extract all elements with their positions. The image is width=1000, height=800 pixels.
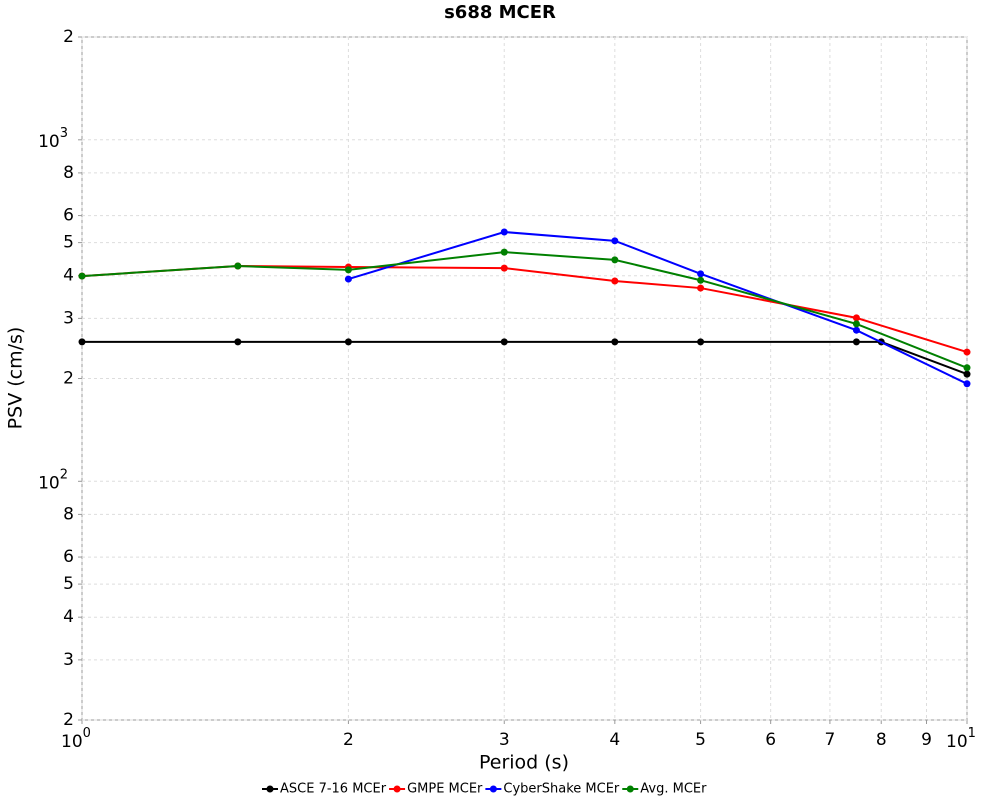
tick-label: 7 xyxy=(824,730,835,750)
data-point xyxy=(963,380,971,388)
legend-label: CyberShake MCEr xyxy=(503,782,620,797)
tick-label: 6 xyxy=(765,730,776,750)
data-point xyxy=(963,370,971,378)
tick-label: 101 xyxy=(946,726,976,753)
data-point xyxy=(344,338,352,346)
tick-label-base: 10 xyxy=(38,473,60,493)
legend-label: ASCE 7-16 MCEr xyxy=(280,782,387,797)
legend-swatch-dot xyxy=(626,785,634,793)
legend-swatch-dot xyxy=(489,785,497,793)
data-point xyxy=(611,277,619,285)
data-point xyxy=(234,262,242,270)
legend-swatch-dot xyxy=(266,785,274,793)
tick-label: 3 xyxy=(499,730,510,750)
tick-label-base: 6 xyxy=(63,206,74,226)
tick-label: 102 xyxy=(38,467,68,494)
tick-label: 4 xyxy=(63,607,74,627)
tick-label: 2 xyxy=(343,730,354,750)
chart-title: s688 MCER xyxy=(444,2,556,23)
x-axis-label: Period (s) xyxy=(479,752,569,774)
tick-label-exponent: 3 xyxy=(60,125,68,140)
y-axis-label: PSV (cm/s) xyxy=(5,327,27,430)
data-line xyxy=(348,231,968,385)
data-point xyxy=(78,272,86,280)
tick-label: 4 xyxy=(63,266,74,286)
data-point xyxy=(963,364,971,372)
tick-label-exponent: 0 xyxy=(83,726,91,741)
tick-label: 5 xyxy=(63,574,74,594)
data-point xyxy=(852,314,860,322)
data-point xyxy=(852,320,860,328)
tick-label-base: 3 xyxy=(63,650,74,670)
legend-swatch-dot xyxy=(393,785,401,793)
tick-label-exponent: 1 xyxy=(968,726,976,741)
tick-label: 2 xyxy=(63,710,74,730)
tick-label-base: 5 xyxy=(63,574,74,594)
data-point xyxy=(500,228,508,236)
data-point xyxy=(500,264,508,272)
tick-label-base: 2 xyxy=(63,369,74,389)
data-point xyxy=(611,256,619,264)
data-point xyxy=(344,266,352,274)
tick-label-base: 10 xyxy=(946,732,968,752)
data-line xyxy=(81,251,968,369)
data-point xyxy=(611,338,619,346)
data-point xyxy=(344,275,352,283)
tick-label: 8 xyxy=(876,730,887,750)
tick-label-base: 3 xyxy=(63,308,74,328)
plot-area xyxy=(81,36,968,721)
tick-label: 6 xyxy=(63,206,74,226)
legend-label: GMPE MCEr xyxy=(407,782,483,797)
data-point xyxy=(500,248,508,256)
tick-label: 2 xyxy=(63,27,74,47)
data-point xyxy=(78,338,86,346)
data-point xyxy=(852,338,860,346)
tick-label-base: 5 xyxy=(63,233,74,253)
tick-label-base: 4 xyxy=(63,266,74,286)
data-point xyxy=(697,270,705,278)
tick-label: 3 xyxy=(63,650,74,670)
tick-label: 9 xyxy=(921,730,932,750)
data-point xyxy=(697,284,705,292)
tick-label: 103 xyxy=(38,125,68,152)
tick-label-base: 10 xyxy=(38,132,60,152)
data-point xyxy=(611,237,619,245)
tick-label: 4 xyxy=(609,730,620,750)
tick-label: 6 xyxy=(63,547,74,567)
tick-label: 8 xyxy=(63,504,74,524)
tick-label: 5 xyxy=(695,730,706,750)
tick-label: 5 xyxy=(63,233,74,253)
tick-label: 100 xyxy=(61,726,91,753)
data-point xyxy=(500,338,508,346)
data-point xyxy=(697,338,705,346)
tick-label: 8 xyxy=(63,163,74,183)
data-point xyxy=(963,348,971,356)
data-point xyxy=(234,338,242,346)
tick-label-base: 8 xyxy=(63,163,74,183)
tick-label: 2 xyxy=(63,369,74,389)
tick-label-base: 6 xyxy=(63,547,74,567)
data-point xyxy=(697,276,705,284)
tick-label-base: 4 xyxy=(63,607,74,627)
tick-label-base: 10 xyxy=(61,732,83,752)
tick-label-base: 8 xyxy=(63,504,74,524)
tick-label-exponent: 2 xyxy=(60,467,68,482)
legend-label: Avg. MCEr xyxy=(640,782,707,797)
tick-label: 3 xyxy=(63,308,74,328)
data-point xyxy=(852,326,860,334)
tick-label-base: 2 xyxy=(63,27,74,47)
tick-label-base: 2 xyxy=(63,710,74,730)
